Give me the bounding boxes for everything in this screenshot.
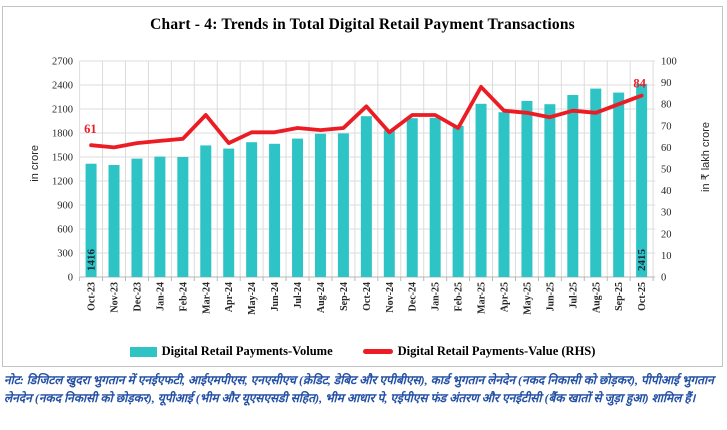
legend-item-value: Digital Retail Payments-Value (RHS) (362, 344, 596, 359)
volume-bar-sep-25 (613, 92, 625, 277)
chart-container: Chart - 4: Trends in Total Digital Retai… (2, 6, 723, 367)
volume-bar-oct-25 (636, 83, 648, 277)
volume-bar-mar-24 (200, 145, 212, 277)
volume-bar-jan-24 (154, 156, 166, 277)
right-tick-label: 10 (661, 251, 672, 262)
left-tick-label: 2700 (52, 57, 73, 68)
right-tick-label: 30 (661, 208, 672, 219)
month-label: Jun-24 (270, 282, 281, 311)
month-label: Apr-24 (224, 282, 235, 312)
legend-label-value: Digital Retail Payments-Value (RHS) (397, 344, 596, 358)
last-bar-value-label: 2415 (636, 249, 648, 272)
right-tick-label: 20 (661, 229, 672, 240)
left-tick-label: 300 (57, 249, 73, 260)
month-label: Sep-24 (339, 282, 350, 311)
left-tick-label: 1500 (52, 153, 73, 164)
month-label: Aug-25 (591, 282, 602, 313)
month-label: Oct-25 (637, 282, 648, 311)
month-label: Nov-24 (385, 282, 396, 313)
volume-bar-dec-24 (406, 118, 418, 277)
left-tick-label: 900 (57, 201, 73, 212)
volume-bar-oct-23 (85, 163, 97, 277)
right-axis-title: in ₹ lakh crore (700, 122, 712, 192)
month-label: May-25 (522, 282, 533, 315)
right-tick-label: 80 (661, 100, 672, 111)
volume-bar-sep-24 (337, 133, 349, 277)
month-label: Mar-25 (477, 282, 488, 314)
right-tick-label: 40 (661, 186, 672, 197)
month-label: Oct-23 (87, 282, 98, 311)
value-line (89, 85, 644, 150)
volume-bar-nov-24 (383, 130, 395, 277)
volume-bar-apr-24 (223, 148, 235, 277)
volume-bar-jun-24 (269, 143, 281, 277)
right-tick-label: 100 (661, 57, 677, 68)
right-tick-label: 70 (661, 121, 672, 132)
volume-bar-aug-25 (590, 88, 602, 277)
month-label: Jan-24 (155, 282, 166, 311)
volume-bar-dec-23 (131, 158, 143, 277)
volume-bar-feb-24 (177, 157, 189, 277)
month-label: Aug-24 (316, 282, 327, 313)
volume-bar-oct-24 (360, 116, 372, 277)
left-tick-label: 2100 (52, 105, 73, 116)
volume-bar-aug-24 (314, 133, 326, 277)
volume-bar-may-24 (246, 142, 258, 277)
volume-bar-may-25 (521, 101, 533, 277)
volume-bar-jun-25 (544, 104, 556, 277)
right-tick-label: 60 (661, 143, 672, 154)
month-label: Oct-24 (362, 282, 373, 311)
month-label: Feb-25 (454, 282, 465, 311)
legend: Digital Retail Payments-Volume Digital R… (3, 344, 722, 359)
month-label: May-24 (247, 282, 258, 315)
first-bar-value-label: 1416 (86, 249, 98, 272)
month-label: Jul-25 (568, 282, 579, 309)
line-start-value-label: 61 (84, 122, 97, 136)
volume-bar-jul-24 (292, 138, 304, 277)
month-label: Feb-24 (178, 282, 189, 311)
volume-bar-jul-25 (567, 95, 579, 277)
month-label: Sep-25 (614, 282, 625, 311)
month-label: Nov-23 (110, 282, 121, 313)
left-tick-label: 0 (68, 273, 73, 284)
left-axis-title: in crore (29, 145, 41, 182)
right-tick-label: 90 (661, 78, 672, 89)
volume-bar-swatch (129, 346, 157, 357)
right-tick-label: 0 (661, 273, 666, 284)
legend-label-volume: Digital Retail Payments-Volume (161, 344, 333, 358)
left-tick-label: 600 (57, 225, 73, 236)
month-label: Apr-25 (499, 282, 510, 312)
line-end-value-label: 84 (633, 77, 646, 91)
month-label: Dec-24 (408, 282, 419, 311)
legend-item-volume: Digital Retail Payments-Volume (129, 344, 333, 359)
note-text: नोट: डिजिटल खुदरा भुगतान में एनईएफटी, आई… (4, 373, 714, 405)
value-line-swatch (362, 349, 393, 354)
month-label: Mar-24 (201, 282, 212, 314)
left-tick-label: 1800 (52, 129, 73, 140)
month-label: Jul-24 (293, 282, 304, 309)
left-tick-label: 2400 (52, 81, 73, 92)
month-label: Jun-25 (545, 282, 556, 311)
left-tick-label: 1200 (52, 177, 73, 188)
month-label: Dec-23 (132, 282, 143, 311)
volume-bar-feb-25 (452, 125, 464, 277)
right-tick-label: 50 (661, 165, 672, 176)
chart-title: Chart - 4: Trends in Total Digital Retai… (150, 16, 575, 33)
volume-bar-jan-25 (429, 117, 441, 277)
volume-bar-nov-23 (108, 165, 120, 277)
chart-plot: 0 300 600 900 1200 1500 1800 2100 2400 2700 0 10 20 3… (52, 57, 677, 315)
volume-bar-mar-25 (475, 103, 487, 277)
month-label: Jan-25 (431, 282, 442, 311)
volume-bar-apr-25 (498, 112, 510, 277)
